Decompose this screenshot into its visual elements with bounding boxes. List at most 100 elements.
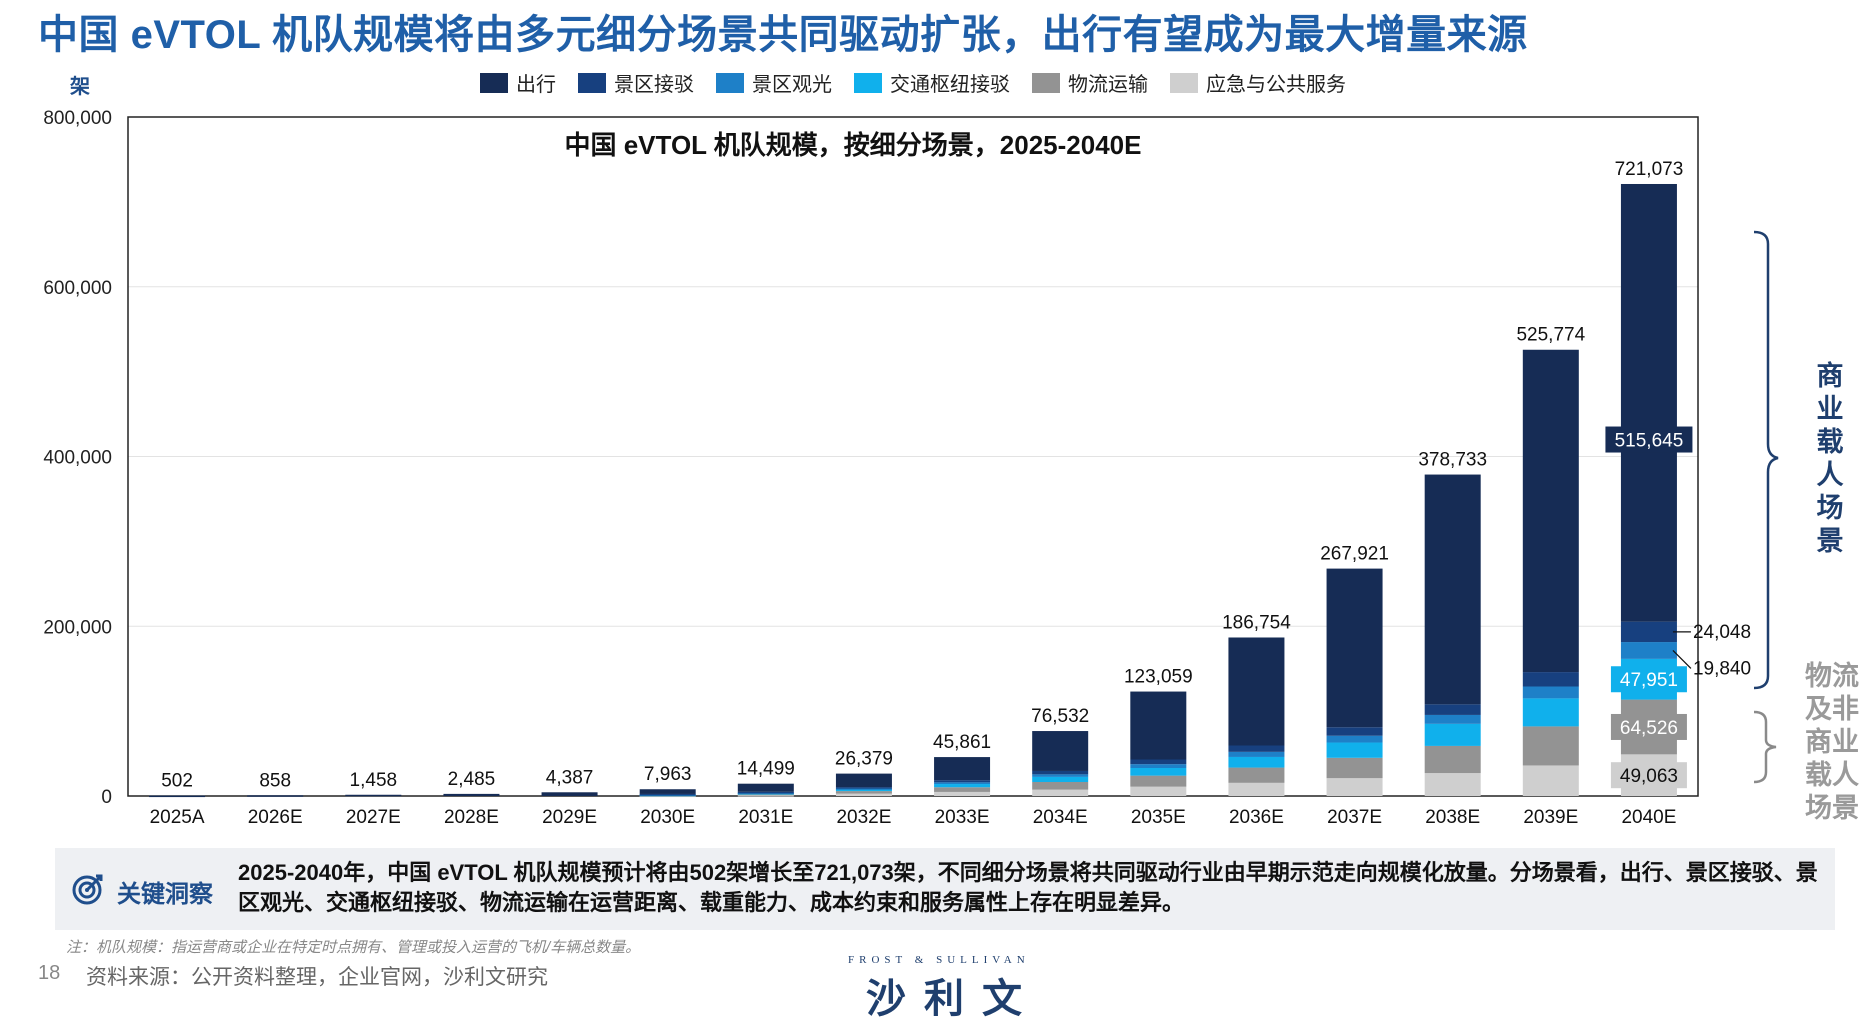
- insight-text: 2025-2040年，中国 eVTOL 机队规模预计将由502架增长至721,0…: [238, 860, 1818, 915]
- y-tick-label: 200,000: [43, 617, 112, 638]
- bar-segment: [1130, 691, 1187, 760]
- legend-item-2: 景区观光: [716, 68, 832, 97]
- total-label: 1,458: [350, 770, 398, 791]
- bar-segment: [1620, 183, 1677, 622]
- bar-segment: [1620, 621, 1677, 643]
- legend: 出行 景区接驳 景区观光 交通枢纽接驳 物流运输 应急与公共服务: [480, 68, 1346, 97]
- bar-segment: [1326, 727, 1383, 736]
- segment-label-bg: [1610, 762, 1687, 789]
- commercial-bracket: [1753, 230, 1779, 690]
- bar-segment: [541, 792, 598, 796]
- total-label: 721,073: [1615, 159, 1684, 180]
- total-label: 7,963: [644, 764, 692, 785]
- x-tick-label: 2036E: [1229, 807, 1284, 828]
- bar-segment: [1424, 704, 1481, 715]
- total-label: 502: [161, 771, 193, 792]
- legend-item-3: 交通枢纽接驳: [854, 68, 1010, 97]
- segment-label: 64,526: [1620, 718, 1678, 739]
- logistics-label: 物流 及非 商业 载人 场景: [1805, 661, 1859, 823]
- bar-segment: [1032, 731, 1089, 771]
- bar-segment: [737, 794, 794, 797]
- bar-segment: [247, 795, 304, 797]
- bar-segment: [835, 791, 892, 794]
- bar-segment: [1424, 474, 1481, 705]
- total-label: 45,861: [933, 732, 991, 753]
- bar-segment: [1130, 767, 1187, 776]
- bar-segment: [1228, 637, 1285, 746]
- segment-label: 24,048: [1693, 622, 1751, 643]
- y-tick-label: 400,000: [43, 448, 112, 469]
- bar-segment: [835, 773, 892, 788]
- legend-label: 应急与公共服务: [1206, 74, 1346, 96]
- bar-segment: [1130, 775, 1187, 787]
- source-text: 资料来源：公开资料整理，企业官网，沙利文研究: [86, 966, 548, 989]
- insight-heading: 关键洞察: [117, 881, 213, 908]
- x-tick-label: 2027E: [346, 807, 401, 828]
- legend-swatch: [578, 72, 606, 93]
- bar-segment: [1326, 742, 1383, 758]
- x-tick-label: 2031E: [738, 807, 793, 828]
- commercial-label: 商业载人场景: [1816, 361, 1844, 556]
- bar-segment: [639, 789, 696, 794]
- bar-segment: [149, 795, 206, 798]
- legend-swatch: [716, 72, 744, 93]
- legend-label: 交通枢纽接驳: [890, 74, 1010, 96]
- total-label: 525,774: [1516, 325, 1585, 346]
- footnote: 注：机队规模：指运营商或企业在特定时点拥有、管理或投入运营的飞机/车辆总数量。: [66, 939, 641, 956]
- bar-segment: [1032, 781, 1089, 790]
- bar-segment: [1424, 714, 1481, 724]
- legend-swatch: [854, 72, 882, 93]
- x-tick-label: 2030E: [640, 807, 695, 828]
- bar-segment: [1228, 745, 1285, 752]
- bar-segment: [934, 757, 991, 781]
- bar-segment: [835, 793, 892, 796]
- plot-frame: [127, 116, 1699, 797]
- legend-label: 物流运输: [1068, 74, 1148, 96]
- bar-segment: [1228, 751, 1285, 757]
- bar-segment: [1032, 776, 1089, 782]
- bar-segment: [639, 793, 696, 796]
- total-label: 858: [259, 770, 291, 791]
- bar-segment: [835, 789, 892, 792]
- bar-segment: [934, 784, 991, 788]
- stacked-bar-chart: 0 200,000 400,000 600,000 800,000 中国 eVTOL 机队…: [43, 108, 1751, 828]
- total-label: 26,379: [835, 749, 893, 770]
- legend-label: 出行: [516, 74, 556, 96]
- x-tick-label: 2034E: [1033, 807, 1088, 828]
- target-icon: [72, 874, 103, 905]
- segment-label: 19,840: [1693, 658, 1751, 679]
- segment-label-bg: [1610, 666, 1687, 693]
- legend-item-4: 物流运输: [1032, 68, 1148, 97]
- x-tick-label: 2039E: [1523, 807, 1578, 828]
- bar-segment: [1228, 782, 1285, 796]
- legend-label: 景区接驳: [614, 74, 694, 96]
- x-tick-label: 2025A: [150, 807, 205, 828]
- total-label: 76,532: [1031, 706, 1089, 727]
- bar-segment: [1522, 726, 1579, 766]
- segment-label: 49,063: [1620, 766, 1678, 787]
- y-tick-label: 0: [101, 787, 112, 808]
- bar-segment: [934, 780, 991, 783]
- legend-label: 景区观光: [752, 74, 832, 96]
- bar-segment: [1326, 735, 1383, 743]
- bar-segment: [1032, 789, 1089, 796]
- leader-line: [1672, 650, 1692, 669]
- bar-segment: [1620, 642, 1677, 659]
- legend-item-1: 景区接驳: [578, 68, 694, 97]
- bar-segment: [737, 783, 794, 792]
- bar-segment: [345, 794, 402, 797]
- total-label: 378,733: [1418, 450, 1487, 471]
- x-tick-label: 2029E: [542, 807, 597, 828]
- legend-swatch: [1170, 72, 1198, 93]
- bar-segment: [1326, 778, 1383, 796]
- bar-segment: [1032, 774, 1089, 777]
- bar-segment: [737, 791, 794, 794]
- bar-segment: [1228, 767, 1285, 783]
- chart-title: 中国 eVTOL 机队规模，按细分场景，2025-2040E: [565, 130, 1142, 160]
- bar-segment: [737, 793, 794, 796]
- y-tick-label: 600,000: [43, 278, 112, 299]
- x-tick-label: 2038E: [1425, 807, 1480, 828]
- x-tick-label: 2033E: [935, 807, 990, 828]
- bar-segment: [934, 782, 991, 785]
- bar-segment: [1424, 773, 1481, 796]
